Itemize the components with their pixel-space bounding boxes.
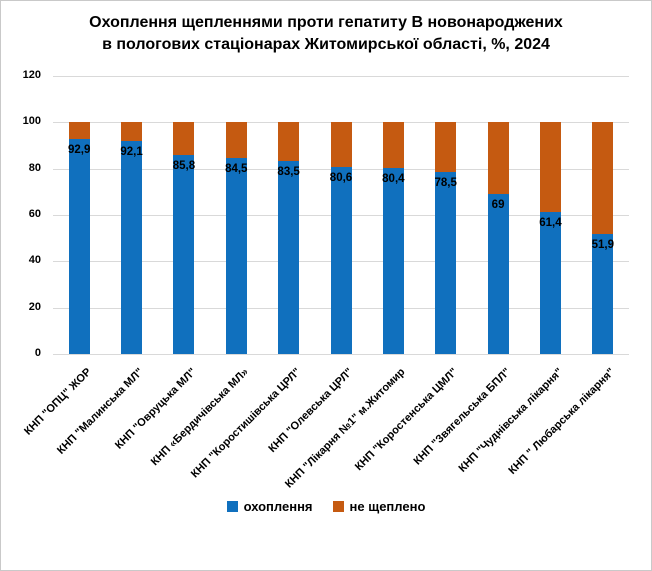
x-axis-category-label: КНП "Звягельська БПЛ" [411, 366, 513, 468]
x-axis-labels: КНП "ОПЦ" ЖОР КНП "Малинська МЛ" КНП "Овру… [22, 354, 629, 494]
bar-value-label: 78,5 [434, 177, 457, 190]
x-axis-category-label: КНП "Малинська МЛ" [55, 366, 147, 457]
x-axis-category-label: КНП «Бердичівська МЛ» [148, 366, 251, 469]
bar-segment-notvaccinated [278, 122, 300, 161]
chart-title: Охоплення щепленнями проти гепатиту В но… [1, 12, 651, 56]
bar-value-label: 61,4 [539, 216, 562, 229]
chart-title-line-1: Охоплення щепленнями проти гепатиту В но… [89, 14, 563, 31]
legend-label-notvaccinated: не щеплено [349, 499, 426, 514]
x-axis-category-label: КНП " Любарська лікарня" [506, 366, 618, 477]
gridline [53, 354, 629, 355]
bar-segment-covered [330, 167, 352, 354]
bar-segment-notvaccinated [487, 122, 509, 195]
bar-segment-covered [121, 140, 143, 354]
legend-label-covered: охоплення [243, 499, 313, 514]
y-axis-tick-label: 60 [28, 208, 41, 220]
legend-item-notvaccinated: не щеплено [332, 499, 426, 514]
y-axis-tick-label: 20 [28, 300, 41, 313]
y-axis: 0 20 40 60 80 100 120 [1, 69, 47, 359]
legend-item-covered: охоплення [226, 499, 313, 514]
y-axis-tick-label: 100 [22, 115, 41, 128]
bar-segment-covered [278, 160, 300, 354]
x-axis-category-label: КНП "Чуднівська лікарня" [456, 366, 565, 475]
bar-value-label: 92,9 [67, 143, 91, 156]
bar-value-label: 92,1 [120, 145, 143, 158]
y-axis-tick-label: 0 [34, 347, 41, 359]
bar-segment-notvaccinated [382, 122, 404, 168]
chart-title-line-2: в пологових стаціонарах Житомирської обл… [102, 36, 550, 53]
bar-value-label: 51,9 [591, 238, 614, 251]
bar-segment-covered [68, 138, 90, 354]
x-axis-category-label: КНП "Коростишівська ЦРЛ" [188, 366, 304, 481]
bar-segment-notvaccinated [68, 122, 90, 139]
bar-value-label: 83,5 [277, 165, 300, 178]
bar-segment-notvaccinated [225, 122, 247, 159]
bar-value-label: 80,4 [382, 172, 405, 185]
bar-segment-covered [225, 158, 247, 354]
legend: охоплення не щеплено [1, 499, 651, 514]
bar-segment-notvaccinated [121, 122, 143, 141]
bar-segment-covered [487, 194, 509, 354]
bar-segment-covered [539, 211, 561, 354]
bar-segment-covered [382, 167, 404, 354]
bar-segment-notvaccinated [435, 122, 457, 173]
bar-segment-notvaccinated [173, 122, 195, 156]
plot-area: 92,9 92,1 85,8 84,5 83,5 80,6 80,4 78,5 69 61,4 51… [53, 76, 629, 355]
bar-segment-notvaccinated [539, 122, 561, 212]
y-axis-tick-label: 40 [28, 254, 41, 267]
bar-value-label: 84,5 [225, 163, 248, 176]
bar-value-label: 85,8 [172, 160, 196, 173]
gridline [53, 76, 629, 77]
covered-swatch-icon [226, 501, 238, 512]
bar-segment-notvaccinated [592, 122, 614, 234]
y-axis-tick-label: 120 [22, 69, 41, 81]
y-axis-tick-label: 80 [28, 161, 41, 174]
bar-value-label: 69 [491, 199, 505, 212]
bar-segment-covered [173, 155, 195, 354]
bar-segment-covered [435, 172, 457, 354]
bar-value-label: 80,6 [329, 172, 353, 185]
notvaccinated-swatch-icon [332, 501, 344, 512]
bar-segment-notvaccinated [330, 122, 352, 168]
bar-segment-covered [592, 233, 614, 354]
x-axis-category-label: КНП "Коростенська ЦМЛ" [353, 366, 461, 474]
